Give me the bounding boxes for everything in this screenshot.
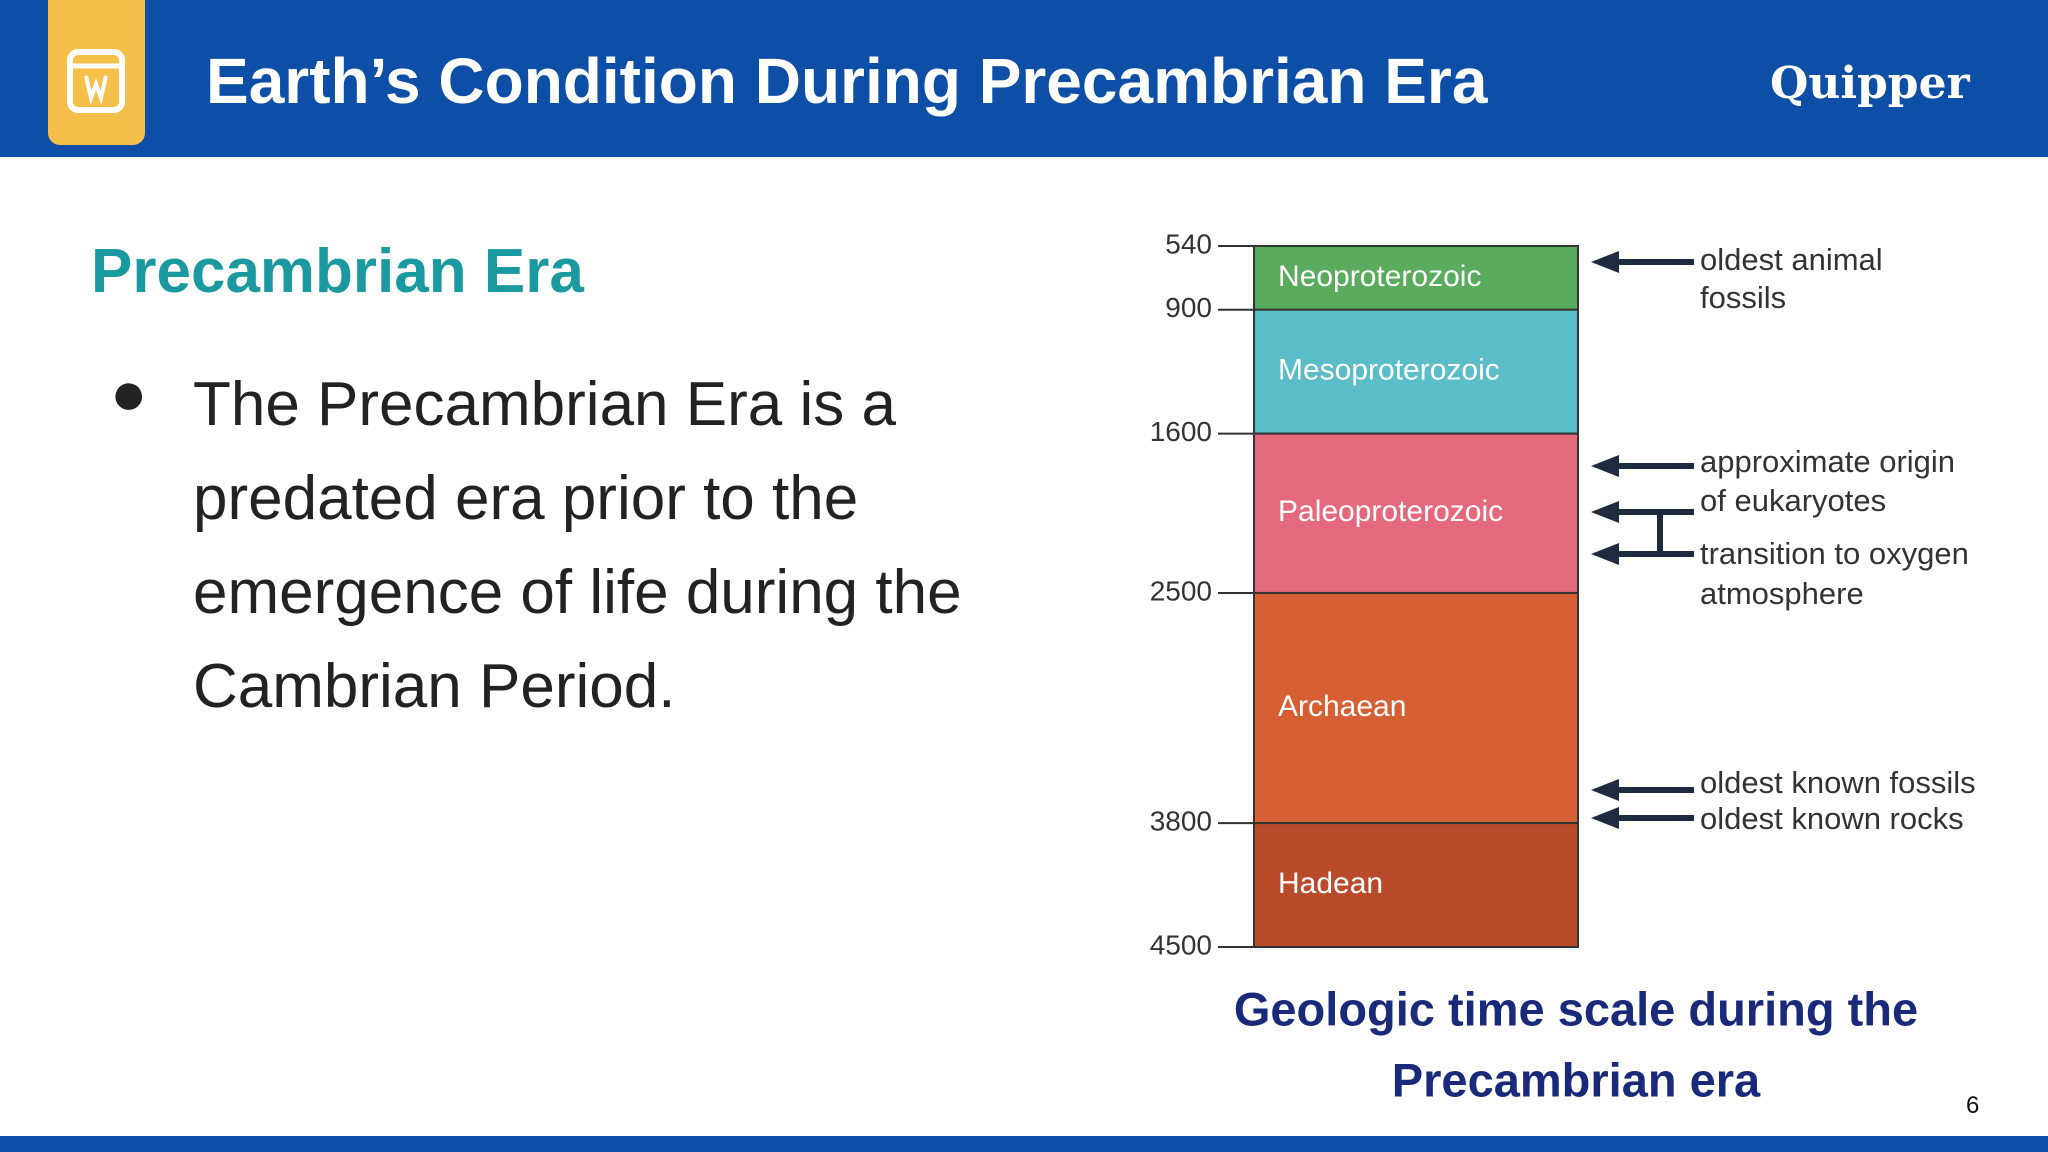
annotation: of eukaryotes: [1700, 483, 1886, 518]
page-number: 6: [1966, 1092, 1980, 1119]
eon-label: Paleoproterozoic: [1278, 495, 1503, 528]
eon-block: [1253, 432, 1579, 594]
annotation: oldest known rocks: [1700, 801, 1964, 836]
annotation: oldest animal: [1700, 242, 1883, 277]
header-bar: [0, 0, 2048, 157]
annotation: atmosphere: [1700, 576, 1864, 611]
eon-label: Neoproterozoic: [1278, 260, 1481, 293]
arrow-head: [1591, 455, 1619, 477]
arrow-head: [1591, 779, 1619, 801]
slide-title: Earth’s Condition During Precambrian Era: [206, 45, 1488, 117]
arrow-head: [1591, 543, 1619, 565]
tick-label: 2500: [1150, 575, 1212, 606]
tick-label: 3800: [1150, 805, 1212, 836]
tick-label: 4500: [1150, 929, 1212, 960]
eon-block: [1253, 245, 1579, 311]
section-heading: Precambrian Era: [91, 237, 584, 306]
tick-label: 1600: [1150, 416, 1212, 447]
eon-label: Archaean: [1278, 690, 1406, 723]
arrow-head: [1591, 807, 1619, 829]
book-icon: [48, 0, 145, 145]
icon-glyph: [67, 49, 125, 113]
eon-block: [1253, 308, 1579, 435]
logo: Quipper: [1770, 58, 1970, 109]
arrow-head: [1591, 501, 1619, 523]
tick-label: 900: [1165, 292, 1212, 323]
bullet-text: The Precambrian Era is a predated era pr…: [193, 370, 962, 721]
footer-bar: [0, 1136, 2048, 1152]
eon-label: Hadean: [1278, 867, 1383, 900]
bullet-dot: ●: [110, 359, 148, 428]
annotation: transition to oxygen: [1700, 536, 1969, 571]
eon-block: [1253, 822, 1579, 949]
tick-label: 540: [1165, 228, 1212, 259]
annotation: oldest known fossils: [1700, 765, 1976, 800]
arrow-head: [1591, 251, 1619, 273]
bracket: [1620, 509, 1663, 554]
eon-label: Mesoproterozoic: [1278, 354, 1500, 387]
caption: Geologic time scale during the: [1234, 982, 1918, 1035]
annotation: approximate origin: [1700, 444, 1955, 479]
annotation: fossils: [1700, 280, 1786, 315]
caption: Precambrian era: [1392, 1053, 1761, 1106]
